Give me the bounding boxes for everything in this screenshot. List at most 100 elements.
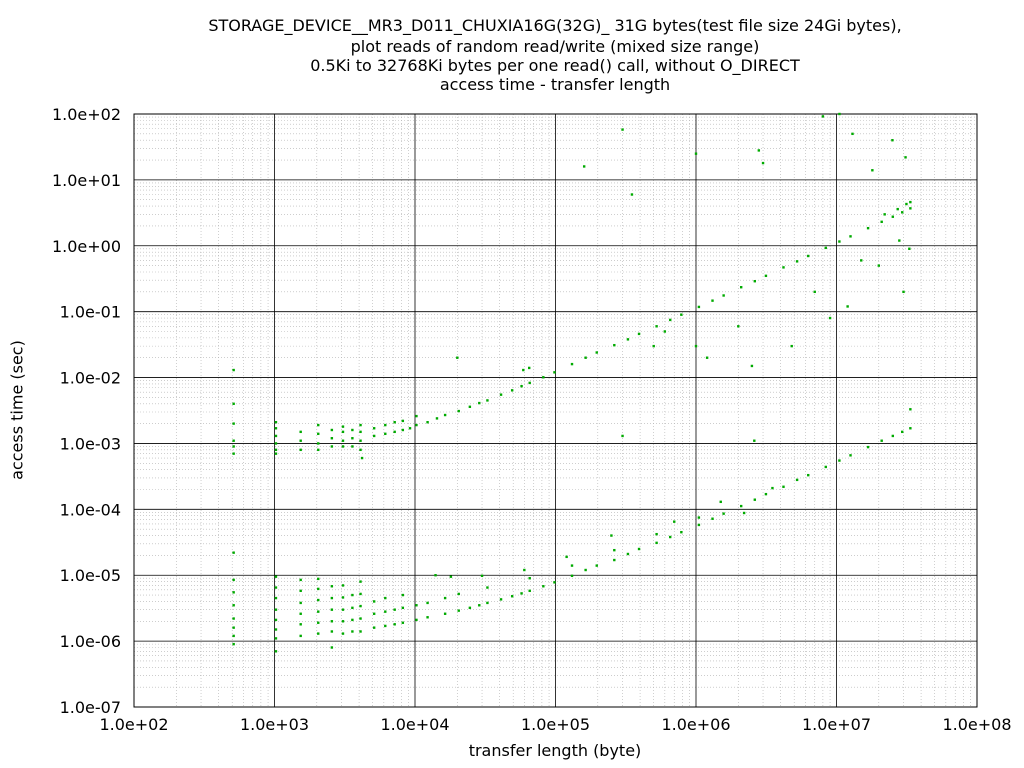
data-point	[813, 290, 816, 294]
data-point	[359, 604, 362, 608]
data-point	[824, 465, 827, 469]
y-tick-label: 1.0e-06	[60, 632, 121, 651]
y-axis-label: access time (sec)	[7, 340, 27, 480]
data-point	[401, 593, 405, 597]
data-point	[510, 389, 514, 392]
data-point	[909, 427, 912, 430]
data-point	[232, 422, 235, 425]
data-point	[838, 240, 841, 243]
data-point	[680, 313, 683, 316]
data-point	[299, 430, 302, 434]
data-point	[553, 371, 556, 374]
data-point	[274, 628, 278, 631]
data-point	[753, 279, 757, 283]
data-point	[468, 405, 472, 408]
data-point	[274, 434, 278, 438]
data-point	[838, 112, 841, 116]
data-point	[849, 454, 852, 457]
data-point	[274, 575, 278, 578]
data-point	[705, 356, 709, 359]
data-point	[570, 574, 574, 578]
data-point	[719, 500, 722, 504]
data-point	[359, 630, 362, 633]
data-point	[330, 646, 334, 649]
data-point	[317, 577, 320, 581]
data-point	[891, 215, 895, 218]
data-point	[520, 592, 523, 595]
data-point	[457, 592, 460, 596]
data-point	[795, 260, 799, 263]
data-point	[393, 430, 396, 434]
data-point	[694, 344, 698, 348]
data-point	[626, 338, 630, 341]
x-tick-label: 1.0e+07	[802, 715, 871, 734]
data-point	[764, 492, 768, 496]
data-point	[232, 402, 235, 405]
data-point	[330, 428, 334, 432]
data-point	[274, 596, 278, 600]
y-tick-label: 1.0e-03	[60, 434, 121, 453]
data-point	[553, 581, 556, 584]
data-point	[341, 445, 345, 448]
data-point	[753, 498, 757, 501]
data-point	[866, 226, 870, 230]
data-point	[570, 564, 574, 567]
data-point	[528, 366, 531, 370]
data-point	[663, 330, 667, 333]
data-point	[401, 419, 405, 423]
data-point	[351, 618, 354, 622]
data-point	[891, 434, 895, 438]
data-point	[478, 604, 481, 607]
data-point	[359, 439, 362, 442]
data-point	[426, 421, 429, 424]
data-point	[443, 413, 447, 417]
data-point	[499, 598, 503, 601]
data-point	[299, 612, 302, 615]
data-point	[528, 381, 531, 385]
data-point	[626, 552, 630, 556]
data-point	[330, 437, 334, 440]
data-point	[341, 425, 345, 428]
data-point	[655, 532, 658, 536]
data-point	[680, 530, 683, 534]
data-point	[595, 564, 598, 567]
data-point	[883, 213, 886, 216]
data-point	[232, 634, 235, 638]
data-point	[232, 578, 235, 582]
data-point	[880, 220, 883, 224]
data-point	[851, 132, 854, 136]
data-point	[824, 246, 827, 250]
data-point	[274, 608, 278, 611]
data-point	[351, 593, 354, 597]
data-point	[317, 448, 320, 452]
data-point	[711, 299, 714, 302]
data-point	[637, 332, 641, 336]
data-point	[637, 547, 641, 551]
data-point	[443, 596, 447, 600]
data-point	[274, 586, 278, 589]
x-tick-label: 1.0e+05	[521, 715, 590, 734]
data-point	[807, 254, 810, 258]
data-point	[299, 623, 302, 626]
data-point	[317, 632, 320, 635]
data-point	[655, 541, 658, 545]
data-point	[372, 626, 376, 629]
data-point	[426, 601, 429, 605]
data-point	[697, 523, 701, 527]
data-point	[896, 207, 899, 211]
data-point	[722, 512, 725, 515]
data-point	[807, 473, 810, 477]
data-point	[891, 139, 894, 142]
data-point	[341, 632, 345, 635]
y-tick-label: 1.0e-07	[60, 698, 121, 717]
data-point	[384, 610, 387, 613]
chart-title-line-4: access time - transfer length	[439, 75, 671, 94]
data-point	[415, 604, 418, 607]
data-point	[669, 318, 672, 322]
data-point	[523, 568, 526, 572]
data-point	[570, 362, 574, 366]
data-point	[621, 128, 624, 131]
data-point	[655, 325, 658, 328]
data-point	[522, 368, 525, 372]
